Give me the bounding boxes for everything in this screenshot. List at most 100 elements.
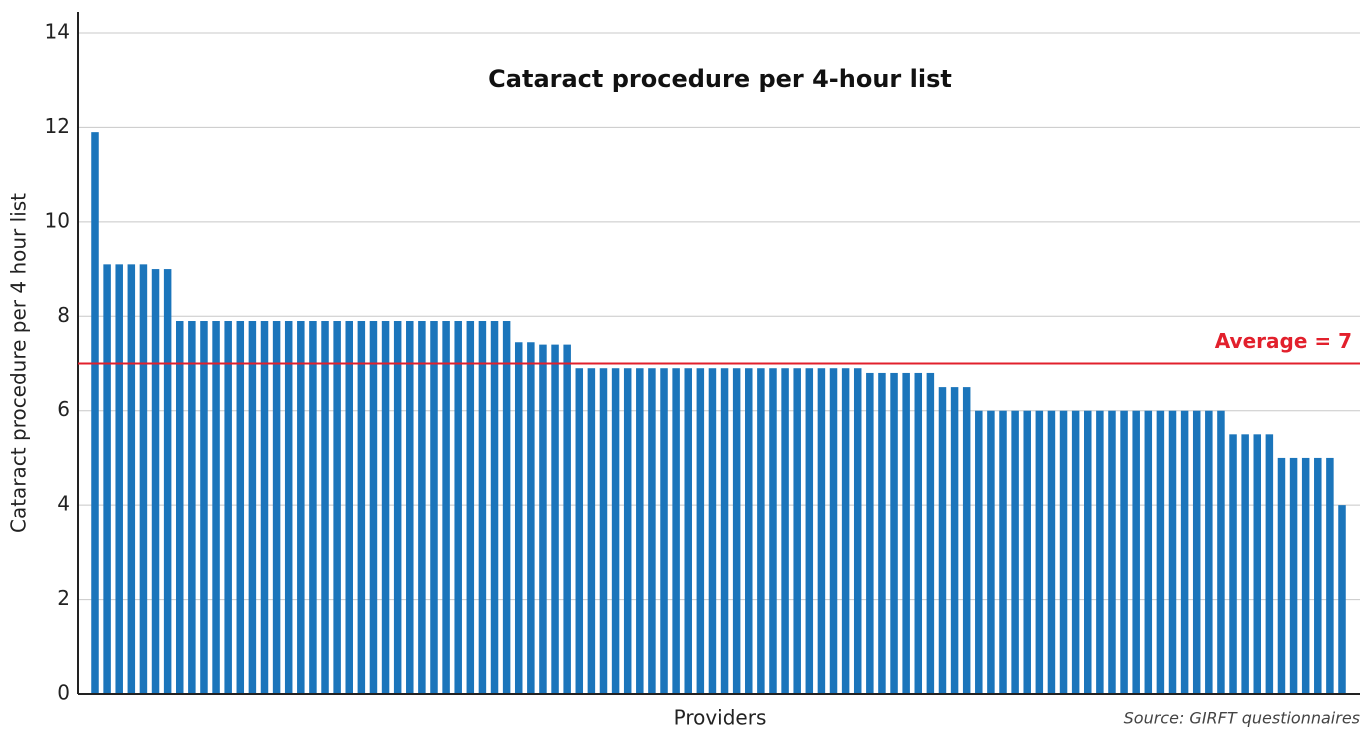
bar bbox=[817, 368, 826, 694]
bar bbox=[648, 368, 656, 694]
bar bbox=[1265, 434, 1274, 694]
bar bbox=[781, 368, 789, 694]
bar bbox=[1071, 410, 1080, 694]
bar bbox=[938, 387, 947, 694]
bar bbox=[1326, 457, 1334, 694]
bar bbox=[708, 368, 717, 694]
y-tick-label: 4 bbox=[57, 492, 70, 516]
bar bbox=[454, 321, 462, 694]
bar bbox=[1277, 457, 1286, 694]
y-tick-label: 8 bbox=[57, 303, 70, 327]
bar bbox=[127, 264, 136, 694]
bar bbox=[200, 321, 208, 694]
bar bbox=[284, 321, 293, 694]
bar bbox=[1229, 434, 1237, 694]
bar bbox=[975, 410, 983, 694]
bar bbox=[103, 264, 111, 694]
bar bbox=[745, 368, 753, 694]
bar bbox=[514, 342, 523, 694]
bar bbox=[962, 387, 971, 694]
bar bbox=[999, 410, 1007, 694]
bar bbox=[720, 368, 729, 694]
bar bbox=[1059, 410, 1068, 694]
bar bbox=[490, 321, 499, 694]
bar bbox=[260, 321, 269, 694]
y-axis-label: Cataract procedure per 4 hour list bbox=[7, 193, 31, 533]
bar bbox=[151, 269, 160, 694]
bar bbox=[853, 368, 862, 694]
bar bbox=[1289, 457, 1298, 694]
bar bbox=[611, 368, 620, 694]
bar bbox=[1120, 410, 1128, 694]
bar bbox=[333, 321, 341, 694]
y-tick-label: 2 bbox=[57, 586, 70, 610]
bar bbox=[757, 368, 765, 694]
bar bbox=[527, 342, 535, 694]
y-tick-label: 14 bbox=[45, 20, 70, 44]
y-tick-label: 0 bbox=[57, 681, 70, 705]
bar bbox=[272, 321, 281, 694]
bar bbox=[1217, 410, 1225, 694]
bar bbox=[1011, 410, 1019, 694]
chart-title: Cataract procedure per 4-hour list bbox=[488, 65, 952, 93]
bar bbox=[1253, 434, 1262, 694]
bar bbox=[297, 321, 305, 694]
bar bbox=[91, 132, 99, 694]
bar bbox=[1132, 410, 1140, 694]
bar bbox=[1205, 410, 1213, 694]
x-axis-label: Providers bbox=[674, 706, 767, 730]
bar bbox=[1301, 457, 1310, 694]
bar bbox=[539, 344, 547, 694]
bar bbox=[357, 321, 366, 694]
y-tick-label: 10 bbox=[45, 208, 70, 232]
bar bbox=[878, 372, 886, 694]
bar bbox=[793, 368, 801, 694]
bar bbox=[1338, 505, 1346, 694]
bar bbox=[1047, 410, 1056, 694]
bar bbox=[1144, 410, 1153, 694]
bar bbox=[115, 264, 123, 694]
bar bbox=[987, 410, 995, 694]
bar bbox=[309, 321, 317, 694]
bar bbox=[563, 344, 571, 694]
bar bbox=[236, 321, 245, 694]
bar bbox=[829, 368, 838, 694]
bar bbox=[696, 368, 705, 694]
bar bbox=[1156, 410, 1165, 694]
bar bbox=[902, 372, 910, 694]
bar bbox=[139, 264, 148, 694]
bar bbox=[442, 321, 450, 694]
bar bbox=[418, 321, 426, 694]
bar bbox=[587, 368, 596, 694]
bar bbox=[1084, 410, 1092, 694]
average-label: Average = 7 bbox=[1215, 329, 1352, 353]
bar bbox=[212, 321, 220, 694]
bar bbox=[684, 368, 692, 694]
bar bbox=[1168, 410, 1177, 694]
bar bbox=[599, 368, 608, 694]
bar bbox=[430, 321, 438, 694]
y-tick-label: 12 bbox=[45, 114, 70, 138]
bar bbox=[248, 321, 257, 694]
bar bbox=[175, 321, 184, 694]
bar bbox=[478, 321, 487, 694]
bar bbox=[1035, 410, 1044, 694]
bar bbox=[551, 344, 559, 694]
bar bbox=[321, 321, 329, 694]
y-tick-label: 6 bbox=[57, 397, 70, 421]
bar bbox=[1241, 434, 1249, 694]
bar bbox=[1096, 410, 1104, 694]
bar bbox=[502, 321, 511, 694]
bar bbox=[769, 368, 777, 694]
bar bbox=[890, 372, 898, 694]
source-note: Source: GIRFT questionnaires bbox=[1124, 709, 1360, 728]
bar bbox=[163, 269, 172, 694]
bar bbox=[393, 321, 402, 694]
bar bbox=[1192, 410, 1201, 694]
bar bbox=[623, 368, 632, 694]
bar bbox=[1023, 410, 1031, 694]
bar bbox=[926, 372, 935, 694]
bar bbox=[866, 372, 874, 694]
bar bbox=[466, 321, 475, 694]
